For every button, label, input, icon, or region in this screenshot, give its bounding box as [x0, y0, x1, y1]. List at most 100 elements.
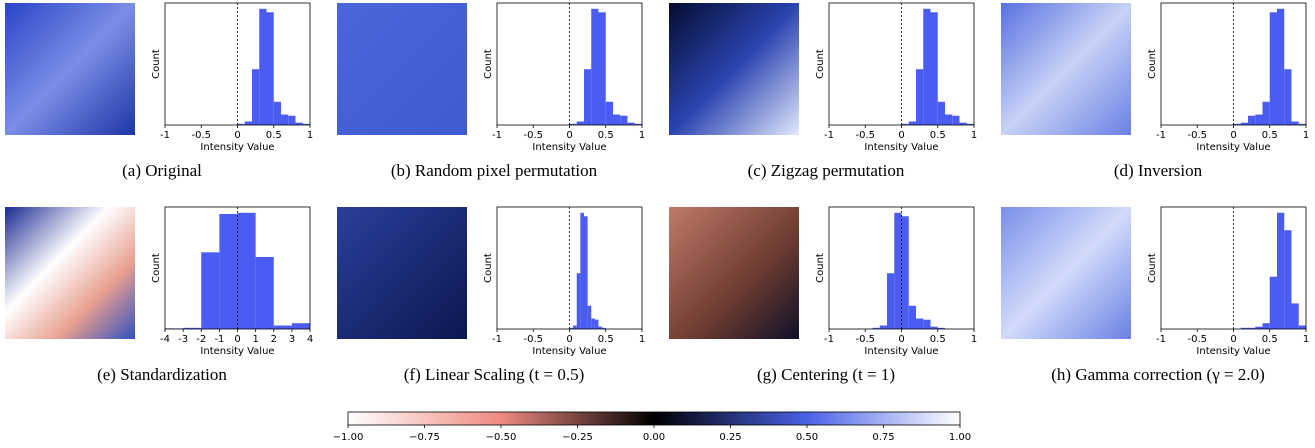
colorbar-tick-label: −0.25 [562, 432, 593, 443]
x-tick-label: -4 [160, 334, 170, 345]
bar [584, 69, 592, 125]
bar [1248, 115, 1256, 125]
bar [605, 101, 613, 125]
image [669, 3, 799, 135]
x-tick-label: -3 [178, 334, 188, 345]
x-tick-label: -1 [824, 334, 834, 345]
x-tick-label: -2 [196, 334, 206, 345]
x-tick-label: 1 [1303, 334, 1309, 345]
bar [1291, 303, 1299, 329]
bar [244, 121, 252, 125]
bar [620, 115, 628, 125]
bar [916, 69, 924, 125]
bar [1269, 276, 1277, 329]
x-axis-label: Intensity Value [1196, 346, 1270, 357]
caption: (c) Zigzag permutation [748, 161, 905, 180]
x-tick-label: 1 [971, 130, 977, 141]
bar [201, 252, 220, 329]
x-tick-label: -1 [160, 130, 170, 141]
bar [594, 319, 599, 329]
bar [598, 12, 606, 126]
bar [908, 121, 916, 125]
colorbar-tick-label: 0.75 [872, 432, 894, 443]
bar [573, 325, 577, 329]
bar [872, 327, 880, 329]
bar [576, 273, 581, 329]
image [5, 3, 135, 135]
x-tick-label: -1 [492, 130, 502, 141]
x-tick-label: -0.5 [855, 130, 875, 141]
bar [1240, 327, 1248, 329]
x-tick-label: -1 [214, 334, 224, 345]
bar [1255, 114, 1263, 125]
y-axis-label: Count [151, 49, 162, 79]
y-axis-label: Count [1147, 49, 1158, 79]
bar [923, 8, 931, 125]
x-axis-label: Intensity Value [532, 346, 606, 357]
caption: (h) Gamma correction (γ = 2.0) [1051, 365, 1264, 384]
bar [901, 123, 909, 125]
x-tick-label: 0.5 [930, 334, 946, 345]
y-axis-label: Count [151, 253, 162, 283]
x-tick-label: 0 [898, 334, 904, 345]
x-axis-label: Intensity Value [532, 142, 606, 153]
image [337, 207, 467, 339]
bar [591, 8, 599, 125]
x-tick-label: 1 [639, 130, 645, 141]
image [1001, 3, 1131, 135]
bar [945, 114, 953, 125]
x-axis-label: Intensity Value [200, 346, 274, 357]
y-axis-label: Count [815, 253, 826, 283]
x-tick-label: 1 [639, 334, 645, 345]
caption: (a) Original [122, 161, 202, 180]
x-tick-label: -0.5 [1187, 130, 1207, 141]
bar [252, 69, 260, 125]
bar [1277, 212, 1285, 329]
caption: (f) Linear Scaling (t = 0.5) [404, 365, 584, 384]
x-tick-label: 0 [1230, 130, 1236, 141]
colorbar-tick-label: −0.50 [486, 432, 517, 443]
x-tick-label: -1 [824, 130, 834, 141]
x-tick-label: 0.5 [598, 130, 614, 141]
x-axis-label: Intensity Value [864, 346, 938, 357]
bar [219, 213, 238, 329]
x-tick-label: 0 [566, 130, 572, 141]
bar [1248, 327, 1256, 329]
bar [1255, 326, 1263, 329]
caption: (g) Centering (t = 1) [757, 365, 895, 384]
x-tick-label: 0 [566, 334, 572, 345]
bar [288, 115, 296, 125]
bar [602, 327, 606, 329]
colorbar-tick-label: 0.50 [796, 432, 818, 443]
bar [1269, 12, 1277, 126]
bar [237, 212, 256, 329]
x-tick-label: 1 [971, 334, 977, 345]
bar [930, 12, 938, 126]
bar [937, 101, 945, 125]
bar [584, 216, 588, 329]
colorbar-tick-label: −0.75 [409, 432, 440, 443]
colorbar-tick-label: 0.00 [643, 432, 665, 443]
x-axis-label: Intensity Value [1196, 142, 1270, 153]
bar [901, 216, 909, 329]
bar [1277, 8, 1285, 125]
bar [273, 101, 281, 125]
bar [587, 305, 592, 329]
bar [576, 121, 584, 125]
bar [569, 327, 574, 329]
x-tick-label: -0.5 [191, 130, 211, 141]
bar [952, 115, 960, 125]
x-tick-label: 4 [307, 334, 313, 345]
bar [1298, 123, 1306, 125]
bar [613, 114, 621, 125]
bar [930, 326, 938, 329]
x-tick-label: 0 [898, 130, 904, 141]
bar [879, 325, 887, 329]
bar [266, 12, 274, 126]
bar [291, 323, 310, 329]
x-tick-label: -0.5 [1187, 334, 1207, 345]
x-tick-label: -1 [492, 334, 502, 345]
bar [295, 122, 303, 125]
x-tick-label: 0.5 [930, 130, 946, 141]
